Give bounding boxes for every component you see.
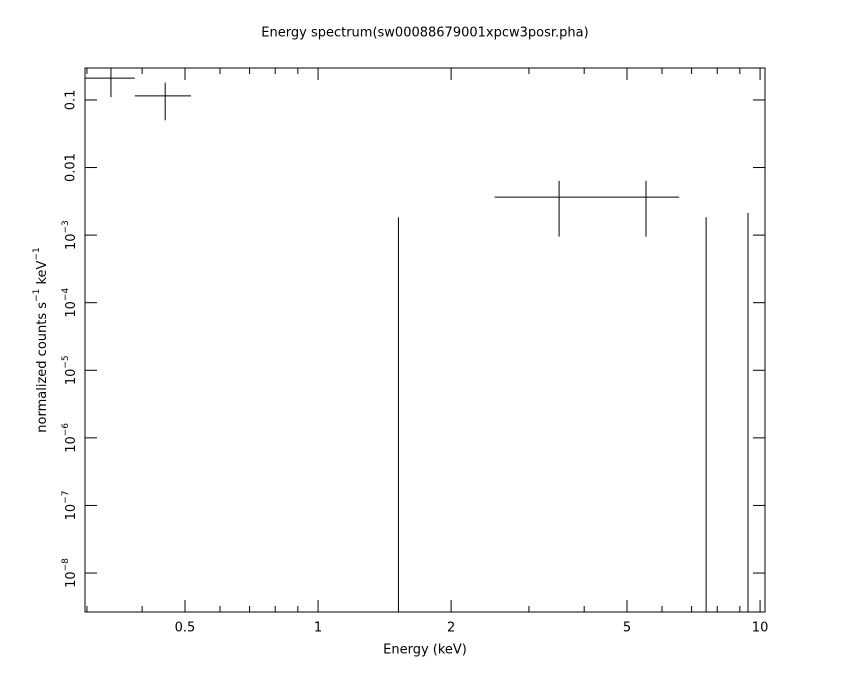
y-tick-base: 10 — [64, 436, 79, 453]
y-tick-exp: −3 — [61, 220, 71, 233]
y-tick-label: 10−4 — [61, 288, 79, 318]
x-axis-label: Energy (keV) — [383, 643, 467, 658]
y-tick-exp: −5 — [61, 355, 71, 368]
y-tick-label: 10−6 — [61, 423, 79, 453]
y-tick-base: 10 — [64, 504, 79, 521]
y-label-part: keV — [35, 260, 50, 288]
y-tick-label: 10−3 — [61, 220, 79, 250]
y-tick-exp: −6 — [61, 423, 71, 437]
y-tick-label: 10−5 — [61, 355, 79, 385]
y-tick-exp: −8 — [61, 558, 71, 572]
y-tick-base: 10 — [64, 369, 79, 386]
y-label-part: normalized counts s — [35, 302, 50, 433]
x-tick-label: 10 — [752, 621, 769, 636]
x-tick-label: 2 — [447, 621, 455, 636]
y-tick-label: 10−8 — [61, 558, 79, 588]
x-tick-label: 0.5 — [175, 621, 196, 636]
y-tick-base: 10 — [64, 233, 79, 250]
y-tick-label: 0.01 — [64, 153, 79, 182]
y-axis-label: normalized counts s−1 keV−1 — [32, 247, 50, 432]
x-tick-label: 1 — [314, 621, 322, 636]
y-tick-exp: −4 — [61, 288, 71, 302]
y-label-sup: −1 — [32, 247, 42, 260]
y-tick-exp: −7 — [61, 491, 71, 504]
plot-frame — [84, 67, 766, 613]
y-tick-label: 10−7 — [61, 491, 79, 521]
x-tick-label: 5 — [623, 621, 631, 636]
chart-title: Energy spectrum(sw00088679001xpcw3posr.p… — [261, 26, 588, 41]
y-tick-base: 10 — [64, 571, 79, 588]
y-label-sup: −1 — [32, 289, 42, 302]
y-tick-base: 10 — [64, 301, 79, 318]
y-tick-label: 0.1 — [64, 90, 79, 111]
